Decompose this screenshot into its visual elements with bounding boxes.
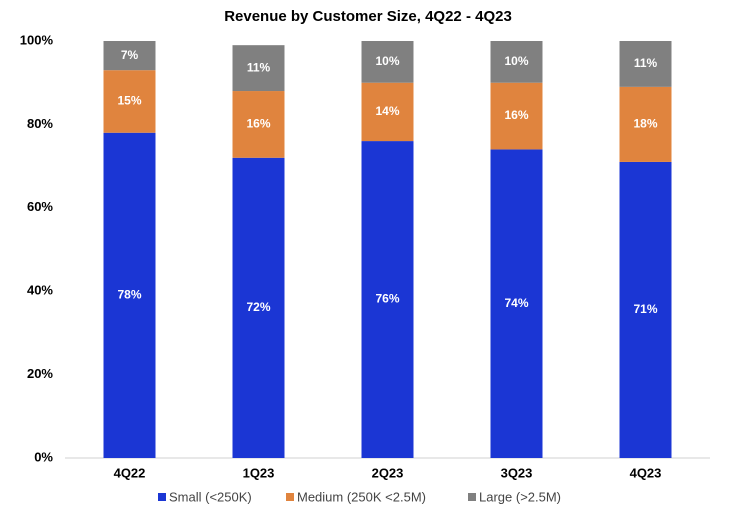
value-label: 10%: [504, 54, 528, 68]
y-tick-label: 100%: [20, 32, 54, 47]
value-label: 15%: [117, 94, 141, 108]
bar-segment: [232, 91, 285, 158]
legend-label: Small (<250K): [169, 489, 252, 504]
y-tick-label: 40%: [27, 283, 53, 298]
y-tick-label: 0%: [34, 449, 53, 464]
chart-title: Revenue by Customer Size, 4Q22 - 4Q23: [224, 8, 512, 25]
bar-segment: [232, 157, 285, 458]
value-label: 11%: [634, 56, 658, 70]
value-label: 74%: [504, 296, 528, 310]
x-tick-label: 2Q23: [372, 465, 404, 480]
y-tick-label: 60%: [27, 199, 53, 214]
bar-segment: [103, 132, 156, 459]
bar-segment: [361, 141, 414, 458]
x-tick-label: 1Q23: [243, 465, 275, 480]
value-label: 11%: [247, 60, 271, 74]
x-tick-label: 4Q23: [630, 465, 662, 480]
value-label: 71%: [633, 302, 657, 316]
bar-segment: [232, 45, 285, 92]
value-label: 10%: [375, 54, 399, 68]
legend-swatch: [158, 493, 166, 501]
x-tick-label: 4Q22: [114, 465, 146, 480]
legend-swatch: [286, 493, 294, 501]
bar-segment: [490, 82, 543, 150]
value-label: 76%: [375, 292, 399, 306]
value-label: 16%: [504, 108, 528, 122]
y-tick-label: 80%: [27, 116, 53, 131]
bar-segment: [619, 86, 672, 162]
bar-segment: [619, 41, 672, 87]
value-label: 14%: [375, 104, 399, 118]
value-label: 18%: [633, 117, 657, 131]
bar-segment: [103, 41, 156, 71]
bar-segment: [490, 41, 543, 83]
bar-segment: [361, 41, 414, 83]
legend-label: Large (>2.5M): [479, 489, 561, 504]
bar-segment: [619, 161, 672, 458]
y-tick-label: 20%: [27, 366, 53, 381]
value-label: 7%: [121, 48, 139, 62]
bar-segment: [361, 82, 414, 142]
bar-segment: [490, 149, 543, 459]
value-label: 72%: [246, 300, 270, 314]
value-label: 16%: [246, 117, 270, 131]
bar-segment: [103, 70, 156, 133]
legend-swatch: [468, 493, 476, 501]
value-label: 78%: [117, 288, 141, 302]
x-tick-label: 3Q23: [501, 465, 533, 480]
legend-label: Medium (250K <2.5M): [297, 489, 426, 504]
